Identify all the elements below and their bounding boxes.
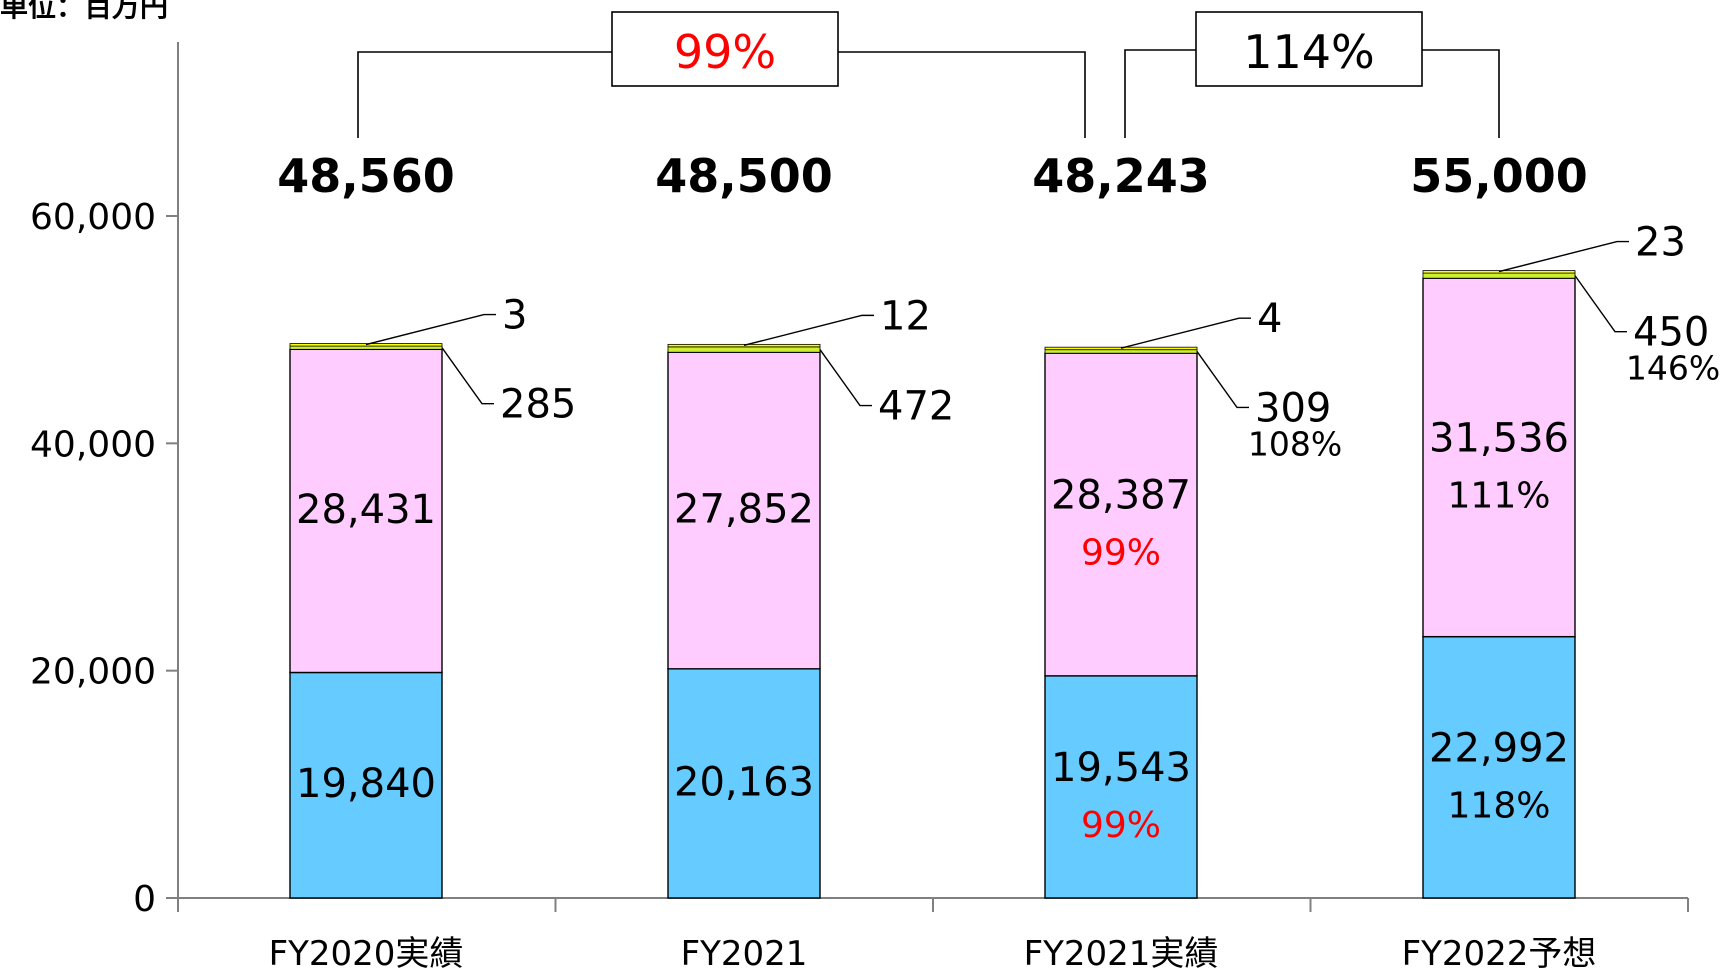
callout-value-label: 3 [502, 293, 527, 339]
bar-segment-4 [1422, 270, 1576, 274]
x-category-label: FY2021 [681, 934, 808, 971]
y-tick-label: 40,000 [30, 424, 156, 465]
comparison-bracket-line [838, 51, 1086, 138]
bar-ratio-label: 99% [1081, 533, 1161, 574]
bar-segment-3 [289, 345, 443, 350]
callout-value-label: 12 [880, 293, 931, 339]
callout-leader-line [819, 349, 872, 407]
comparison-box [611, 11, 839, 87]
comparison-bracket-line [357, 51, 612, 138]
bar-segment-3 [1422, 272, 1576, 279]
bar-segment-2 [289, 348, 443, 674]
callout-leader-line [365, 313, 496, 346]
callout-value-label: 450 [1633, 310, 1709, 356]
bar-segment-3 [1044, 349, 1198, 354]
callout-leader-line [1498, 240, 1629, 273]
callout-leader-line [441, 347, 494, 405]
callout-value-label: 23 [1635, 220, 1686, 266]
callout-value-label: 472 [878, 384, 954, 430]
x-category-label: FY2020実績 [269, 934, 464, 971]
bar-segment-4 [289, 343, 443, 347]
bar-segment-4 [667, 343, 821, 348]
bar-total-label: 48,500 [655, 149, 833, 203]
bar-segment-1 [1422, 635, 1576, 899]
bar-segment-4 [1044, 346, 1198, 351]
bar-value-label: 28,387 [1051, 473, 1191, 519]
comparison-bracket-line [1124, 49, 1196, 138]
bar-value-label: 28,431 [296, 487, 436, 533]
bar-ratio-label: 99% [1081, 805, 1161, 846]
callout-leader-line [1574, 275, 1627, 333]
callout-leader-line [1120, 317, 1251, 349]
bar-total-label: 48,560 [277, 149, 455, 203]
bar-segment-2 [667, 351, 821, 670]
callout-value-label: 309 [1255, 385, 1331, 431]
bar-value-label: 19,840 [296, 761, 436, 807]
x-category-label: FY2022予想 [1402, 934, 1597, 971]
bar-segment-1 [667, 668, 821, 899]
callout-ratio-label: 108% [1248, 424, 1342, 463]
bar-total-label: 48,243 [1032, 149, 1210, 203]
callout-value-label: 4 [1257, 296, 1282, 342]
unit-label: 単位：百万円 [0, 0, 168, 23]
callout-leader-line [1196, 351, 1249, 409]
bar-total-label: 55,000 [1410, 149, 1588, 203]
bar-value-label: 22,992 [1429, 725, 1569, 771]
bar-value-label: 27,852 [674, 487, 814, 533]
bar-segment-2 [1422, 277, 1576, 638]
callout-leader-line [743, 314, 874, 347]
bar-value-label: 19,543 [1051, 745, 1191, 791]
bar-segment-1 [289, 671, 443, 899]
bar-value-label: 20,163 [674, 759, 814, 805]
comparison-label: 114% [1243, 25, 1375, 79]
bar-ratio-label: 111% [1448, 475, 1551, 516]
y-tick-label: 20,000 [30, 652, 156, 693]
x-category-label: FY2021実績 [1024, 934, 1219, 971]
bar-ratio-label: 118% [1448, 785, 1551, 826]
bar-segment-3 [667, 346, 821, 353]
y-tick-label: 0 [133, 879, 156, 920]
comparison-bracket-line [1422, 49, 1500, 138]
bar-segment-1 [1044, 675, 1198, 899]
callout-value-label: 285 [500, 382, 576, 428]
callout-ratio-label: 146% [1626, 349, 1720, 388]
bar-value-label: 31,536 [1429, 415, 1569, 461]
y-tick-label: 60,000 [30, 197, 156, 238]
comparison-box [1195, 11, 1423, 87]
comparison-label: 99% [674, 25, 776, 79]
bar-segment-2 [1044, 352, 1198, 677]
